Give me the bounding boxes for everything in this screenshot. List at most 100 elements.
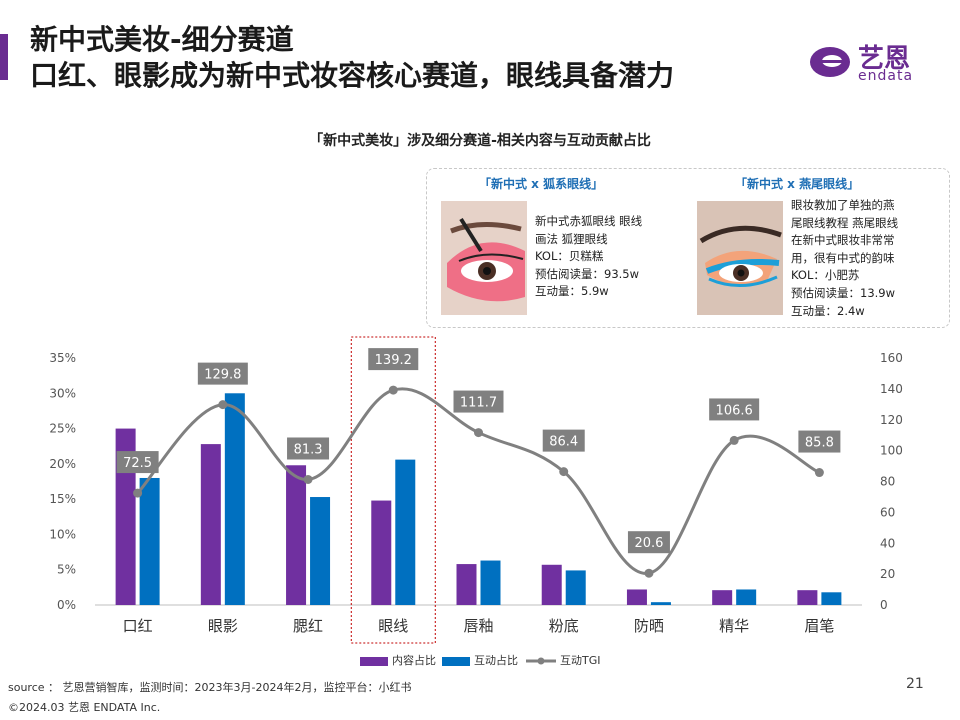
data-label-tgi: 85.8 [805,436,834,451]
y-right-tick-label: 20 [880,567,895,581]
y-right-tick-label: 80 [880,475,895,489]
legend-swatch-interaction-tgi [526,657,556,665]
data-label-tgi: 129.8 [204,368,241,383]
bar-content-share [626,589,647,605]
x-tick-label: 粉底 [549,617,579,635]
fox-eyeliner-photo [441,201,527,315]
endata-logo-icon [810,47,850,77]
data-label-tgi: 139.2 [375,353,412,368]
callout-line: 互动量：5.9w [535,284,609,299]
data-label-bg-tgi [627,531,670,554]
callout-line: KOL：小肥苏 [791,268,860,283]
data-label-bg-tgi [287,437,330,460]
endata-logo: 艺恩 endata [808,40,948,84]
x-tick-label: 眼线 [378,617,408,635]
point-interaction-tgi [559,467,569,477]
footer-source: source ： 艺恩营销智库，监测时间：2023年3月-2024年2月，监控平… [8,681,412,694]
bar-interaction-share [736,589,757,605]
legend-swatch-content-share [360,656,388,666]
y-left-tick-label: 25% [49,422,76,436]
title-accent-bar [0,34,8,80]
data-label-bg-tgi [197,362,248,385]
callout-line: 眼妆教加了单独的燕 [791,198,895,212]
y-left-tick-label: 20% [49,457,76,471]
point-interaction-tgi [133,488,143,498]
bar-interaction-share [821,592,842,605]
logo-name-en: endata [858,68,914,84]
page-title: 新中式美妆-细分赛道 口红、眼影成为新中式妆容核心赛道，眼线具备潜力 [30,22,674,94]
logo-name-cn: 艺恩 [858,44,911,74]
data-label-bg-tgi [453,390,504,413]
callout-line: 在新中式眼妆非常常 [791,233,895,248]
bar-content-share [712,590,733,605]
data-label-bg-tgi [542,429,585,452]
callout-line: 预估阅读量：93.5w [535,266,640,281]
y-right-tick-label: 100 [880,444,903,458]
data-label-tgi: 86.4 [549,435,578,450]
point-interaction-tgi [388,385,398,395]
y-left-tick-label: 0% [57,598,76,612]
data-label-bg-tgi [368,348,419,371]
bar-interaction-share [224,393,245,605]
callout-line: 尾眼线教程 燕尾眼线 [791,215,899,230]
legend-item-interaction-share: 互动占比 [442,652,518,668]
legend-item-interaction-tgi: 互动TGI [526,652,601,668]
point-interaction-tgi [729,435,739,445]
point-interaction-tgi [644,568,654,578]
x-tick-label: 唇釉 [463,617,493,635]
y-left-tick-label: 30% [49,386,76,400]
callout-line: 画法 狐狸眼线 [535,231,608,246]
y-right-tick-label: 140 [880,382,903,396]
callout-title-swallowtail-eyeliner: 「新中式 x 燕尾眼线」 [735,177,860,191]
legend-label-interaction-tgi: 互动TGI [560,654,601,667]
chart-title: 「新中式美妆」涉及细分赛道-相关内容与互动贡献占比 [309,133,651,149]
bar-content-share [541,564,562,605]
y-left-tick-label: 10% [49,527,76,541]
x-tick-label: 眉笔 [804,617,834,635]
bar-content-share [456,564,477,605]
y-right-tick-label: 120 [880,413,903,427]
bar-interaction-share [139,477,160,605]
legend-label-interaction-share: 互动占比 [474,654,518,667]
point-interaction-tgi [218,400,228,410]
legend-swatch-interaction-share [442,656,470,666]
callout-line: 预估阅读量：13.9w [791,285,896,300]
data-label-bg-tgi [798,430,841,453]
callout-line: 用，很有中式的韵味 [791,250,895,265]
y-right-tick-label: 160 [880,351,903,365]
bar-content-share [200,444,221,605]
y-left-tick-label: 15% [49,492,76,506]
bar-content-share [286,465,307,605]
y-right-tick-label: 60 [880,505,895,519]
callout-text-swallowtail-eyeliner: 眼妆教加了单独的燕 尾眼线教程 燕尾眼线 在新中式眼妆非常常 用，很有中式的韵味… [791,197,898,320]
highlight-box-eyeliner [350,336,436,644]
x-tick-label: 口红 [123,617,153,635]
y-right-tick-label: 40 [880,536,895,550]
x-tick-label: 防晒 [634,617,664,635]
page-title-line1: 新中式美妆-细分赛道 [30,23,294,56]
y-right-tick-label: 0 [880,598,888,612]
bar-interaction-share [395,459,416,605]
point-interaction-tgi [303,474,313,484]
callout-text-fox-eyeliner: 新中式赤狐眼线 眼线 画法 狐狸眼线 KOL：贝糕糕 预估阅读量：93.5w 互… [535,213,642,301]
callout-title-fox-eyeliner: 「新中式 x 狐系眼线」 [479,177,604,191]
data-label-bg-tgi [116,451,159,474]
callout-line: 互动量：2.4w [791,303,865,318]
bar-content-share [797,590,818,605]
x-tick-label: 腮红 [293,617,323,635]
swallowtail-eyeliner-photo [697,201,783,315]
bar-interaction-share [310,497,331,605]
bar-content-share [371,500,392,605]
data-label-tgi: 106.6 [716,403,753,418]
legend-label-content-share: 内容占比 [392,654,436,667]
x-tick-label: 眼影 [208,617,238,635]
point-interaction-tgi [474,428,483,438]
example-callout-box: 「新中式 x 狐系眼线」 新中式赤狐眼线 眼线 画法 狐狸眼线 KOL：贝糕糕 … [426,168,950,328]
page-number: 21 [906,676,924,692]
bar-interaction-share [480,560,501,605]
data-label-tgi: 81.3 [294,442,323,457]
footer-copyright: ©2024.03 艺恩 ENDATA Inc. [8,701,161,714]
legend-item-content-share: 内容占比 [360,652,436,668]
data-label-tgi: 72.5 [123,456,152,471]
